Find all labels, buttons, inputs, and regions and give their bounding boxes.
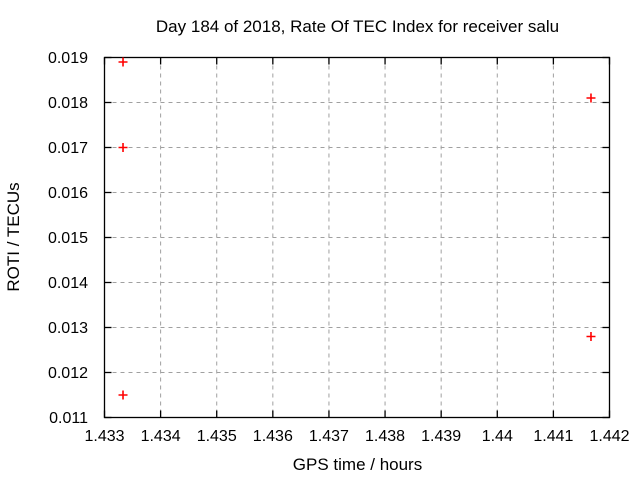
y-tick-label: 0.016 bbox=[48, 185, 88, 202]
y-tick-label: 0.018 bbox=[48, 95, 88, 112]
y-axis-label: ROTI / TECUs bbox=[4, 182, 23, 292]
y-tick-label: 0.014 bbox=[48, 275, 88, 292]
x-axis-label: GPS time / hours bbox=[292, 455, 423, 474]
x-tick-label: 1.439 bbox=[421, 428, 461, 445]
data-point bbox=[586, 332, 596, 341]
x-tick-label: 1.438 bbox=[365, 428, 405, 445]
data-point bbox=[118, 57, 128, 67]
y-tick-label: 0.012 bbox=[48, 365, 88, 382]
y-tick-label: 0.011 bbox=[49, 410, 88, 427]
x-tick-label: 1.435 bbox=[197, 428, 237, 445]
x-tick-label: 1.441 bbox=[533, 428, 573, 445]
x-tick-label: 1.44 bbox=[482, 428, 513, 445]
data-point bbox=[586, 93, 596, 103]
y-tick-label: 0.017 bbox=[48, 140, 88, 157]
chart-title: Day 184 of 2018, Rate Of TEC Index for r… bbox=[155, 17, 560, 36]
y-tick-label: 0.019 bbox=[48, 50, 88, 67]
x-tick-label: 1.437 bbox=[309, 428, 349, 445]
x-tick-label: 1.436 bbox=[253, 428, 293, 445]
y-tick-label: 0.015 bbox=[48, 230, 88, 247]
x-tick-label: 1.434 bbox=[141, 428, 181, 445]
x-tick-label: 1.442 bbox=[589, 428, 629, 445]
x-tick-label: 1.433 bbox=[84, 428, 124, 445]
data-point bbox=[118, 390, 128, 400]
y-tick-label: 0.013 bbox=[48, 320, 88, 337]
data-point bbox=[118, 143, 128, 152]
